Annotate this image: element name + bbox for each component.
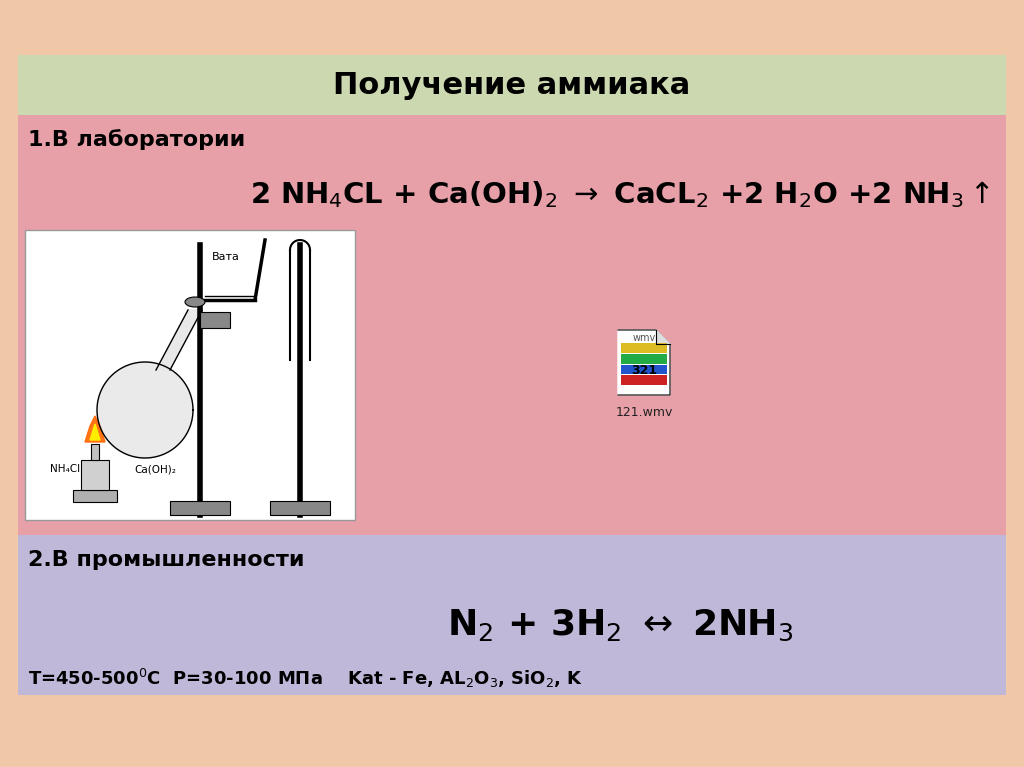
Bar bbox=[18, 535, 1006, 695]
Bar bbox=[621, 375, 667, 385]
Polygon shape bbox=[97, 362, 193, 458]
Text: NH₄Cl: NH₄Cl bbox=[50, 464, 80, 474]
Text: 121.wmv: 121.wmv bbox=[615, 407, 673, 420]
Bar bbox=[621, 354, 667, 364]
Bar bbox=[91, 444, 99, 460]
Polygon shape bbox=[156, 310, 202, 370]
Text: Получение аммиака: Получение аммиака bbox=[334, 71, 690, 100]
Polygon shape bbox=[618, 330, 670, 395]
Bar bbox=[81, 460, 109, 490]
Text: N$_2$ + 3H$_2$ $\leftrightarrow$ 2NH$_3$: N$_2$ + 3H$_2$ $\leftrightarrow$ 2NH$_3$ bbox=[446, 607, 794, 643]
Polygon shape bbox=[85, 416, 105, 442]
Bar bbox=[200, 312, 230, 328]
Bar bbox=[621, 343, 667, 353]
Text: 321: 321 bbox=[631, 364, 657, 377]
Bar bbox=[621, 364, 667, 374]
Bar bbox=[73, 490, 117, 502]
Polygon shape bbox=[656, 330, 670, 344]
Text: T=450-500$^0$C  P=30-100 МПа    Kat - Fe, AL$_2$O$_3$, SiO$_2$, K: T=450-500$^0$C P=30-100 МПа Kat - Fe, AL… bbox=[28, 667, 584, 690]
Bar bbox=[270, 501, 330, 515]
Polygon shape bbox=[90, 424, 100, 440]
Bar bbox=[18, 55, 1006, 115]
Ellipse shape bbox=[185, 297, 205, 307]
Text: 2 NH$_4$CL + Ca(OH)$_2$ $\rightarrow$ CaCL$_2$ +2 H$_2$O +2 NH$_3$$\uparrow$: 2 NH$_4$CL + Ca(OH)$_2$ $\rightarrow$ Ca… bbox=[250, 179, 990, 210]
Bar bbox=[18, 115, 1006, 535]
Bar bbox=[25, 230, 355, 520]
Bar bbox=[170, 501, 230, 515]
Text: wmv: wmv bbox=[633, 333, 655, 343]
Text: 1.В лаборатории: 1.В лаборатории bbox=[28, 130, 246, 150]
Text: 2.В промышленности: 2.В промышленности bbox=[28, 550, 304, 570]
Text: Ca(OH)₂: Ca(OH)₂ bbox=[134, 464, 176, 474]
Text: Вата: Вата bbox=[212, 252, 240, 262]
